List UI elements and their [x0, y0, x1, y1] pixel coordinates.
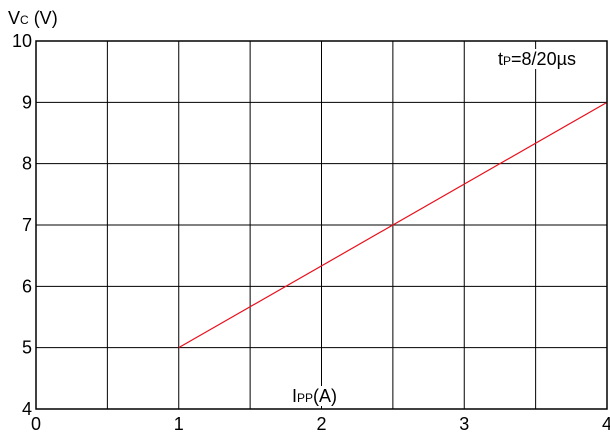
series-line — [178, 101, 608, 349]
grid-lines — [36, 41, 607, 409]
label-backdrop — [496, 49, 578, 69]
y-tick-labels: 4 5 6 7 8 9 10 — [12, 31, 32, 419]
y-tick-label: 7 — [22, 215, 32, 235]
series-layer — [178, 101, 608, 349]
x-tick-label: 4 — [602, 414, 610, 434]
y-axis-label: VC (V) — [8, 8, 58, 28]
y-tick-label: 9 — [22, 92, 32, 112]
label-backdrop — [290, 386, 340, 406]
plot-frame — [35, 40, 608, 410]
y-tick-label: 5 — [22, 338, 32, 358]
x-tick-label: 3 — [459, 414, 469, 434]
x-tick-label: 2 — [316, 414, 326, 434]
x-tick-label: 0 — [31, 414, 41, 434]
x-tick-labels: 0 1 2 3 4 — [31, 414, 610, 434]
y-tick-label: 6 — [22, 276, 32, 296]
y-tick-label: 4 — [22, 399, 32, 419]
y-tick-label: 10 — [12, 31, 32, 51]
y-tick-label: 8 — [22, 154, 32, 174]
pulse-annotation: tP=8/20µs — [498, 49, 576, 69]
x-axis-label: IPP(A) — [292, 386, 337, 406]
x-tick-label: 1 — [174, 414, 184, 434]
